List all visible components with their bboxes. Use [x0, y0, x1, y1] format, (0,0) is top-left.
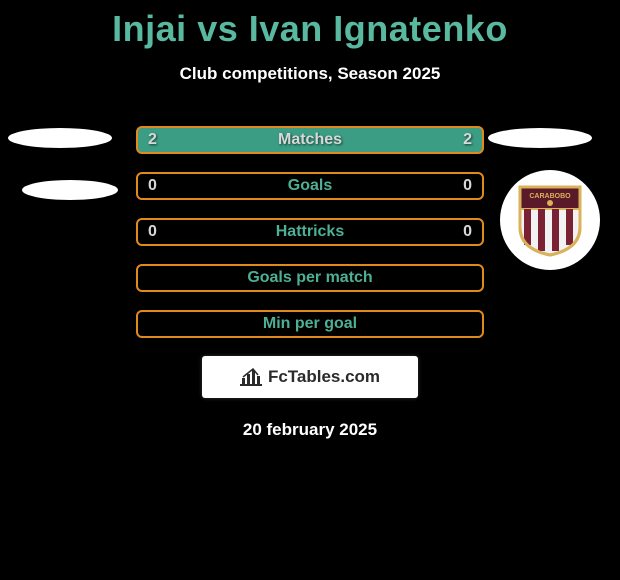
stat-label: Goals per match	[138, 266, 482, 290]
stat-label: Matches	[138, 128, 482, 152]
player1-photo-placeholder-bottom	[22, 180, 118, 200]
vs-text: vs	[197, 8, 238, 49]
stat-row-matches: 22Matches	[136, 126, 484, 154]
subtitle: Club competitions, Season 2025	[0, 64, 620, 84]
club-name-text: CARABOBO	[529, 193, 571, 200]
watermark-text: FcTables.com	[268, 367, 380, 387]
headline: Injai vs Ivan Ignatenko	[0, 0, 620, 50]
player2-photo-placeholder	[488, 128, 592, 148]
stat-row-hattricks: 00Hattricks	[136, 218, 484, 246]
stat-row-min-per-goal: Min per goal	[136, 310, 484, 338]
watermark: FcTables.com	[202, 356, 418, 398]
date-text: 20 february 2025	[0, 420, 620, 440]
stat-label: Goals	[138, 174, 482, 198]
player2-name: Ivan Ignatenko	[249, 8, 508, 49]
stat-label: Min per goal	[138, 312, 482, 336]
club-shield-icon: CARABOBO	[518, 183, 582, 257]
stat-label: Hattricks	[138, 220, 482, 244]
stat-row-goals-per-match: Goals per match	[136, 264, 484, 292]
player1-name: Injai	[112, 8, 187, 49]
bar-chart-icon	[240, 368, 262, 386]
player1-photo-placeholder-top	[8, 128, 112, 148]
infographic-container: Injai vs Ivan Ignatenko Club competition…	[0, 0, 620, 580]
club-badge: CARABOBO	[500, 170, 600, 270]
stat-row-goals: 00Goals	[136, 172, 484, 200]
